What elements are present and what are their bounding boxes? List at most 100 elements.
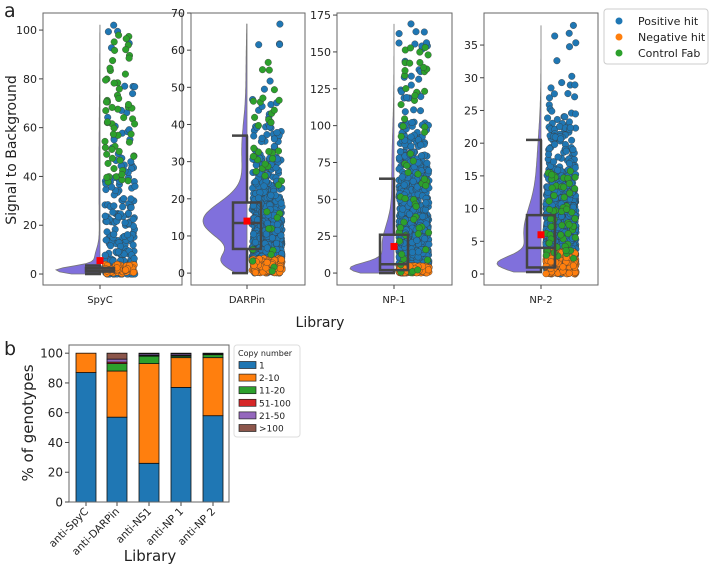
data-point: [409, 157, 417, 165]
data-point: [273, 239, 281, 247]
legend-swatch: [238, 386, 257, 395]
data-point: [558, 79, 566, 87]
data-point: [565, 221, 573, 229]
y-tick-label: 20: [171, 193, 185, 206]
bar-segment->100: [170, 352, 192, 355]
data-point: [114, 213, 122, 221]
data-point: [563, 205, 571, 213]
legend-title: Copy number: [238, 349, 293, 358]
data-point: [129, 90, 137, 98]
data-point: [397, 101, 405, 109]
bar-segment-11-20: [106, 363, 128, 372]
y-tick-label: 100: [16, 24, 37, 37]
data-point: [557, 231, 565, 239]
data-point: [414, 230, 422, 238]
data-point: [258, 134, 266, 142]
x-tick-label: NP-2: [529, 295, 552, 306]
data-point: [571, 173, 579, 181]
bar-segment-21-50: [106, 358, 128, 363]
x-tick-label: NP-1: [382, 295, 405, 306]
data-point: [106, 64, 114, 72]
data-point: [276, 41, 284, 49]
data-point: [569, 21, 577, 29]
data-point: [550, 158, 558, 166]
data-point: [413, 236, 421, 244]
data-point: [424, 51, 432, 59]
subplot-darpin: 0 10 20 30 40 50 60 70 DARPin: [171, 7, 306, 306]
data-point: [270, 135, 278, 143]
data-point: [399, 205, 407, 213]
data-point: [398, 250, 406, 258]
data-point: [119, 203, 127, 211]
data-point: [564, 90, 572, 98]
data-point: [110, 165, 118, 173]
data-point: [254, 194, 262, 202]
data-point: [400, 181, 408, 189]
y-tick-label: 25: [464, 104, 478, 117]
bar-stack: [202, 352, 224, 503]
y-tick-label: 100: [40, 347, 63, 361]
data-point: [103, 150, 111, 158]
data-point: [568, 72, 576, 80]
data-point: [101, 212, 109, 220]
legend-label: Negative hit: [638, 31, 706, 44]
data-point: [274, 226, 282, 234]
boxplot: [84, 264, 116, 276]
data-point: [568, 136, 576, 144]
data-point: [544, 114, 552, 122]
data-point: [276, 265, 284, 273]
violin: [54, 24, 101, 275]
data-point: [417, 141, 425, 149]
data-point: [420, 63, 428, 71]
data-point: [273, 129, 281, 137]
data-point: [395, 30, 403, 38]
bar-segment-1: [106, 416, 128, 503]
violin: [202, 23, 248, 274]
y-tick-label: 0: [178, 267, 185, 280]
data-point: [252, 167, 260, 175]
data-point: [561, 113, 569, 121]
legend-swatch: [238, 361, 257, 369]
data-point: [545, 197, 553, 205]
data-point: [571, 93, 579, 101]
legend-label: Positive hit: [638, 15, 699, 28]
data-point: [562, 246, 570, 254]
data-point: [118, 170, 126, 178]
data-point: [548, 171, 556, 179]
data-point: [414, 266, 422, 274]
panel-a: 020406080100SpyC010203040506070DARPin025…: [16, 7, 709, 306]
data-point: [130, 255, 138, 263]
data-point: [108, 154, 116, 162]
data-point: [407, 133, 415, 141]
data-point: [103, 228, 111, 236]
data-point: [410, 215, 418, 223]
data-point: [545, 150, 553, 158]
legend: Positive hit Negative hit Control Fab: [603, 8, 709, 65]
data-point: [124, 177, 132, 185]
data-point: [250, 144, 258, 152]
data-point: [548, 107, 556, 115]
y-tick-label: 75: [317, 156, 331, 169]
data-point: [547, 258, 555, 266]
y-tick-label: 125: [310, 83, 331, 96]
panel-label-b: b: [4, 338, 16, 360]
bar-stack: [170, 352, 192, 503]
data-point: [268, 267, 276, 275]
data-point: [277, 199, 285, 207]
data-point: [108, 103, 116, 111]
data-point: [407, 20, 415, 28]
data-point: [110, 79, 118, 87]
data-point: [123, 231, 131, 239]
y-tick-label: 20: [464, 137, 478, 150]
data-point: [125, 54, 133, 62]
bar-segment-1: [170, 387, 192, 503]
data-point: [254, 121, 262, 129]
data-point: [104, 28, 112, 36]
data-point: [263, 208, 271, 216]
data-point: [570, 254, 578, 262]
y-tick-label: 35: [464, 39, 478, 52]
data-point: [423, 159, 431, 167]
data-point: [411, 92, 419, 100]
legend: Copy number 1 2-10 11-20 51-100 21-50 >100: [233, 344, 301, 438]
